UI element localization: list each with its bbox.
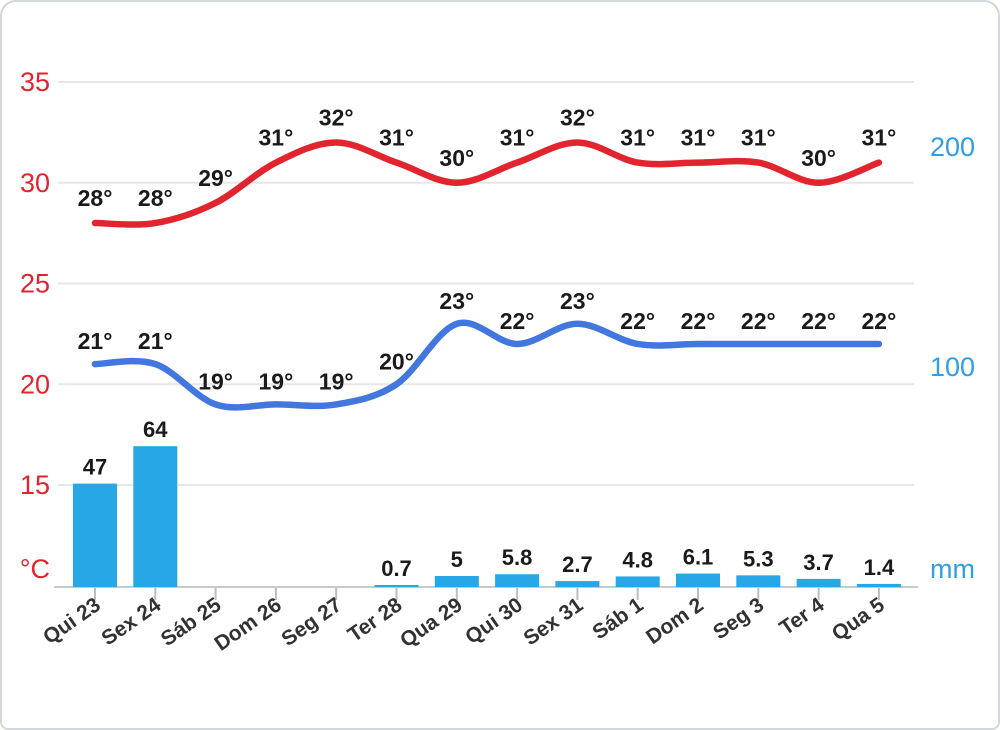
max-temp-label: 28° bbox=[78, 185, 113, 211]
x-axis-category-label: Dom 26 bbox=[210, 593, 285, 655]
min-temp-label: 19° bbox=[319, 368, 354, 394]
right-axis: 200 100 mm bbox=[930, 132, 975, 584]
x-axis-category-label: Qua 5 bbox=[828, 593, 889, 645]
min-temp-label: 22° bbox=[741, 308, 776, 334]
precip-label: 4.8 bbox=[622, 547, 653, 572]
x-axis-category-label: Qui 30 bbox=[461, 593, 527, 649]
min-temp-line bbox=[91, 319, 883, 411]
x-axis-category-label: Sáb 1 bbox=[588, 593, 647, 644]
x-axis-category-label: Qua 29 bbox=[396, 593, 467, 652]
max-temp-label: 30° bbox=[439, 145, 474, 171]
precip-bar bbox=[133, 446, 178, 587]
min-temp-label: 22° bbox=[500, 308, 535, 334]
precip-label: 1.4 bbox=[864, 555, 895, 580]
min-temp-label: 21° bbox=[78, 328, 113, 354]
precip-label: 5.8 bbox=[502, 545, 533, 570]
min-temp-label: 23° bbox=[439, 288, 474, 314]
left-axis-tick-label: 25 bbox=[20, 269, 50, 299]
max-temp-label: 31° bbox=[500, 125, 535, 151]
min-temp-label: 19° bbox=[198, 368, 233, 394]
precip-bar bbox=[434, 576, 479, 587]
max-temp-label: 31° bbox=[379, 125, 414, 151]
right-axis-tick-label: 200 bbox=[930, 132, 975, 162]
left-axis: 35 30 25 20 15 °C bbox=[20, 67, 50, 584]
x-axis-category-label: Seg 27 bbox=[277, 593, 346, 651]
precip-bar bbox=[555, 581, 600, 587]
x-axis-category-label: Dom 2 bbox=[642, 593, 708, 649]
precip-label: 47 bbox=[83, 455, 107, 480]
precip-label: 0.7 bbox=[381, 556, 412, 581]
precip-label: 5.3 bbox=[743, 546, 774, 571]
precip-bar bbox=[736, 575, 781, 587]
min-temp-label: 20° bbox=[379, 348, 414, 374]
precip-bar bbox=[615, 576, 660, 587]
min-temp-label: 22° bbox=[681, 308, 716, 334]
precip-bar bbox=[73, 483, 117, 587]
precip-label: 6.1 bbox=[683, 545, 714, 570]
left-axis-tick-label: 35 bbox=[20, 67, 50, 97]
precip-bar bbox=[856, 583, 901, 587]
x-axis-category-label: Sex 31 bbox=[520, 593, 588, 650]
right-axis-unit-label: mm bbox=[930, 554, 975, 584]
x-axis-category-label: Ter 4 bbox=[775, 593, 828, 640]
max-temp-line bbox=[91, 139, 883, 228]
left-axis-tick-label: 20 bbox=[20, 369, 50, 399]
max-temp-label: 30° bbox=[801, 145, 836, 171]
right-axis-tick-label: 100 bbox=[930, 352, 975, 382]
min-temp-label: 22° bbox=[801, 308, 836, 334]
min-temp-label: 22° bbox=[862, 308, 897, 334]
x-axis bbox=[54, 586, 918, 600]
max-temp-label: 28° bbox=[138, 185, 173, 211]
grid-lines bbox=[58, 81, 914, 486]
min-temp-label: 21° bbox=[138, 328, 173, 354]
max-temp-label: 31° bbox=[741, 125, 776, 151]
left-axis-unit-label: °C bbox=[20, 554, 50, 584]
max-temp-label: 31° bbox=[681, 125, 716, 151]
precip-label: 3.7 bbox=[803, 550, 834, 575]
max-temp-label: 32° bbox=[319, 104, 354, 130]
precip-label: 5 bbox=[451, 547, 463, 572]
x-axis-category-label: Qui 23 bbox=[39, 593, 105, 649]
precip-bar bbox=[796, 578, 841, 587]
temp-labels: 28° 28° 29° 31° 32° 31° 30° 31° 32° 31° 31° 31° 30° 3… bbox=[78, 104, 897, 394]
min-temp-label: 22° bbox=[620, 308, 655, 334]
max-temp-label: 32° bbox=[560, 104, 595, 130]
precip-label: 2.7 bbox=[562, 552, 593, 577]
min-temp-label: 19° bbox=[259, 368, 294, 394]
precip-bar bbox=[676, 573, 720, 587]
x-axis-category-label: Sex 24 bbox=[97, 593, 165, 650]
max-temp-label: 31° bbox=[620, 125, 655, 151]
precip-bars: 47 64 0.7 5 5.8 2.7 4.8 6.1 5.3 3.7 1.4 bbox=[73, 417, 901, 587]
left-axis-tick-label: 30 bbox=[20, 168, 50, 198]
precip-bar bbox=[374, 585, 419, 587]
precip-bar bbox=[495, 574, 540, 587]
left-axis-tick-label: 15 bbox=[20, 470, 50, 500]
min-temp-label: 23° bbox=[560, 288, 595, 314]
precip-label: 64 bbox=[143, 417, 168, 442]
max-temp-label: 31° bbox=[259, 125, 294, 151]
x-axis-category-label: Ter 28 bbox=[344, 593, 407, 647]
max-temp-label: 29° bbox=[198, 165, 233, 191]
max-temp-label: 31° bbox=[862, 125, 897, 151]
x-axis-category-label: Seg 3 bbox=[709, 593, 768, 644]
